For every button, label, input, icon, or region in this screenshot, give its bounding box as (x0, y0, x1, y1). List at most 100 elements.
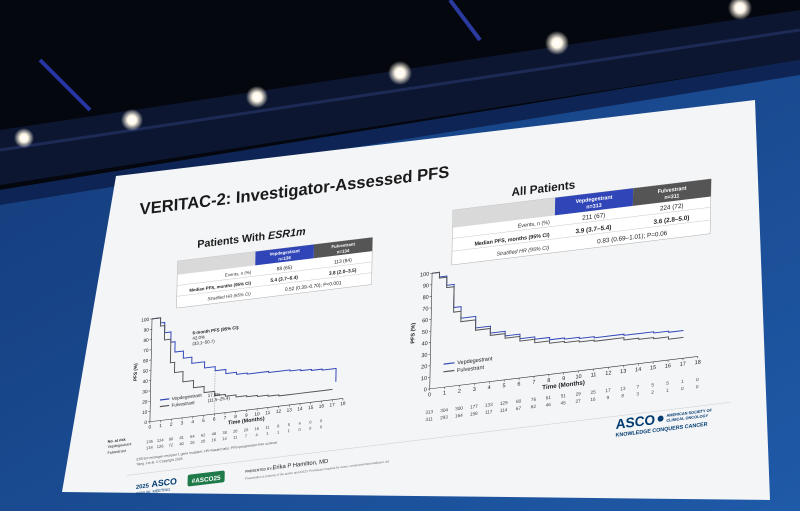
right-y-tick-label: 0 (424, 387, 427, 393)
left-at-risk-value: 5 (288, 422, 291, 427)
right-at-risk-value: 0 (681, 386, 684, 391)
left-summary-table: Vepdegestrant n=136 Fulvestrant n=134 Ev… (176, 237, 373, 309)
right-y-tick-label: 50 (422, 329, 428, 336)
left-y-tick-label: 50 (143, 368, 149, 374)
left-annotation-6mo-vep: 6-month PFS (95% CI): (193, 325, 241, 336)
asco-logo-mark (657, 415, 664, 422)
left-y-tick-label: 100 (141, 317, 149, 323)
left-annotation-6mo-fulv: 17.8% (208, 392, 221, 399)
right-at-risk-value: 0 (696, 377, 699, 382)
left-at-risk-value: 20 (244, 427, 249, 433)
right-at-risk-value: 2 (651, 389, 654, 394)
hashtag-badge (187, 470, 225, 487)
left-x-tick-label: 5 (202, 418, 205, 423)
left-at-risk-value: 11 (233, 434, 238, 440)
left-x-tick-label: 9 (245, 413, 248, 418)
left-y-tick-label: 70 (143, 348, 149, 354)
left-x-tick-label: 10 (254, 411, 260, 417)
left-y-label: PFS (%) (133, 363, 138, 382)
right-y-label: PFS (%) (410, 322, 416, 344)
hashtag-label: #ASCO25 (192, 475, 221, 486)
left-row2-v2: 3.8 (2.0–3.5) (329, 268, 357, 277)
ceiling-lights (14, 0, 752, 148)
left-at-risk-value: 124 (157, 437, 165, 443)
left-at-risk-value: 26 (233, 428, 238, 434)
left-at-risk-value: 72 (169, 442, 174, 448)
left-at-risk-value: 4 (255, 432, 258, 437)
asco-line2: CLINICAL ONCOLOGY (666, 413, 708, 423)
right-at-risk-value: 3 (636, 391, 639, 396)
left-row1-label: Events, n (%) (225, 270, 252, 278)
right-x-tick-label: 2 (458, 389, 461, 395)
right-x-tick-label: 10 (575, 374, 581, 381)
right-at-risk-value: 25 (590, 389, 596, 395)
left-at-risk-value: 64 (190, 433, 195, 439)
right-x-tick-label: 3 (473, 387, 476, 393)
left-x-tick-label: 18 (340, 401, 346, 407)
left-y-tick-label: 90 (144, 327, 150, 333)
right-at-risk-value: 300 (455, 405, 463, 411)
right-y-tick-label: 100 (420, 272, 429, 279)
right-at-risk-value: 9 (607, 395, 610, 400)
right-at-risk-value: 13 (620, 386, 626, 392)
left-at-risk-value: 11 (265, 424, 270, 430)
right-at-risk-value: 62 (531, 404, 537, 410)
left-legend-label: Fulvestrant (172, 400, 196, 408)
left-at-risk-value: 0 (320, 424, 323, 429)
left-at-risk-value: 81 (179, 435, 184, 441)
asco-logo: ASCO (616, 412, 656, 432)
left-at-risk-value: 90 (169, 436, 174, 442)
right-y-tick-label: 80 (423, 295, 429, 302)
left-at-risk-value: 28 (190, 440, 195, 446)
left-x-tick-label: 2 (170, 422, 173, 427)
right-at-risk-value: 133 (485, 402, 493, 408)
right-series-fulvestrant (432, 271, 684, 344)
meeting-name: ASCO (151, 476, 177, 489)
right-x-tick-label: 6 (517, 381, 520, 387)
right-col2-n: n=311 (664, 193, 679, 201)
left-x-tick-label: 7 (224, 415, 227, 420)
right-row1-v1: 211 (67) (582, 212, 605, 222)
left-x-tick-label: 13 (287, 407, 293, 413)
left-y-tick-label: 20 (142, 399, 148, 405)
left-at-risk-value: 0 (309, 425, 312, 430)
left-x-label: Time (Months) (228, 416, 265, 426)
right-row2-v2: 3.6 (2.8–5.0) (653, 215, 689, 226)
right-legend-label: Fulvestrant (457, 365, 485, 374)
at-risk-header: No. at risk (108, 438, 127, 444)
right-row2-v1: 3.9 (3.7–5.4) (575, 224, 611, 235)
left-legend-swatch (159, 398, 170, 401)
right-legend-label: Vepdegestrant (457, 356, 493, 366)
right-at-risk-value: 293 (440, 414, 448, 420)
left-x-tick-label: 6 (213, 416, 216, 421)
left-x-tick-label: 17 (330, 402, 336, 408)
left-col1-header: Vepdegestrant (270, 248, 301, 257)
right-at-risk-value: 177 (470, 404, 478, 410)
right-at-risk-value: 164 (455, 413, 463, 419)
right-at-risk-value: 311 (425, 416, 433, 422)
left-at-risk-value: 16 (211, 437, 216, 443)
left-at-risk-value: 48 (212, 431, 217, 437)
left-y-tick-label: 80 (143, 337, 149, 343)
right-at-risk-value: 0 (696, 384, 699, 389)
left-y-tick-label: 30 (142, 389, 148, 395)
right-x-tick-label: 5 (502, 383, 505, 389)
left-annotation-6mo-fulv: (11.5–25.4) (208, 395, 231, 403)
left-panel: Patients With ESR1m Vepdegestrant n=136 … (107, 226, 373, 455)
right-y-tick-label: 70 (422, 306, 428, 313)
left-y-tick-label: 60 (143, 358, 149, 364)
left-at-risk-value: 126 (157, 443, 165, 449)
right-at-risk-value: 46 (546, 402, 552, 408)
right-y-tick-label: 40 (422, 341, 428, 348)
right-y-tick-label: 60 (422, 318, 428, 325)
right-at-risk-value: 1 (666, 388, 669, 393)
left-row1-v2: 113 (84) (334, 257, 352, 265)
presented-by-label: PRESENTED BY: (245, 466, 272, 473)
right-x-tick-label: 17 (680, 361, 686, 368)
right-at-risk-value: 16 (590, 397, 596, 403)
left-at-risk-value: 0 (309, 419, 312, 424)
right-x-tick-label: 0 (428, 392, 431, 398)
left-at-risk-value: 16 (255, 426, 260, 432)
